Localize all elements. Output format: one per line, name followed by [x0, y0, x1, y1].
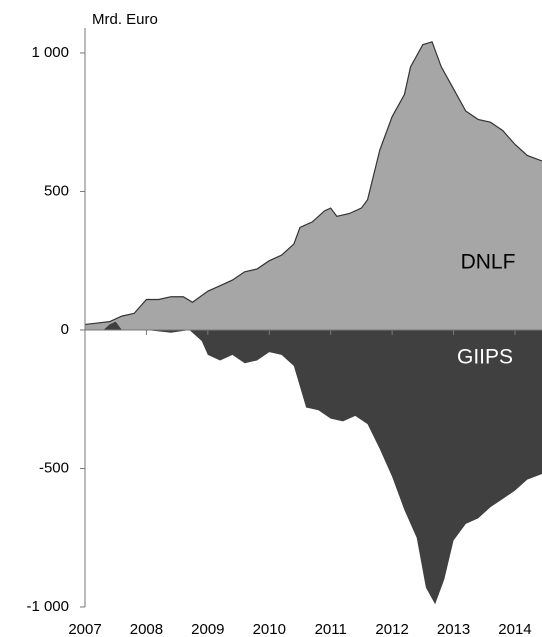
area: [85, 321, 542, 605]
y-tick-label: -1 000: [26, 598, 69, 615]
y-axis-label: Mrd. Euro: [92, 11, 158, 28]
x-tick-label: 2011: [315, 621, 347, 637]
x-tick-label: 2009: [191, 621, 224, 637]
area: [85, 41, 542, 330]
y-tick-label: -500: [39, 459, 69, 476]
x-tick-label: 2008: [130, 621, 163, 637]
y-tick-label: 0: [61, 321, 69, 338]
area-outline: [84, 41, 542, 326]
y-tick-label: 1 000: [31, 44, 69, 61]
series-label: GIIPS: [457, 346, 513, 369]
x-tick-label: 2012: [375, 621, 408, 637]
x-tick-label: 2013: [437, 621, 470, 637]
y-tick-label: 500: [44, 182, 69, 199]
x-tick-label: 2014: [498, 621, 531, 637]
series-label: DNLF: [461, 251, 516, 274]
x-tick-label: 2010: [253, 621, 286, 637]
x-tick-label: 2007: [68, 621, 101, 637]
